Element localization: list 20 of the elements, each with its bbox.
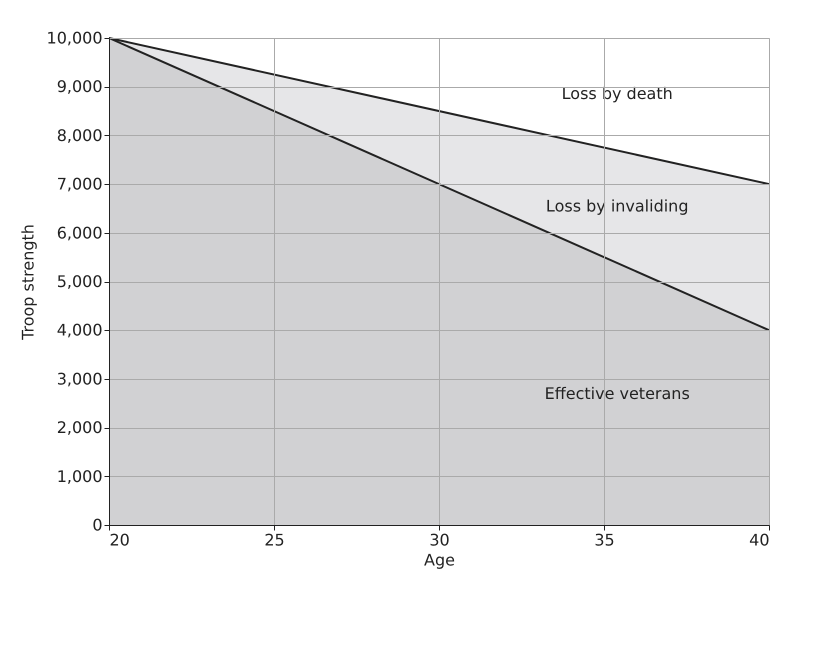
y-tick-label: 5,000 [56,272,102,291]
y-tick-label: 8,000 [56,126,102,145]
y-tick-label: 4,000 [56,320,102,340]
x-tick-label: 35 [594,530,615,550]
y-tick-label: 6,000 [56,223,102,242]
y-tick-label: 10,000 [46,28,102,48]
x-axis-title: Age [424,550,455,570]
x-tick-label: 25 [264,530,285,550]
series-label: Loss by invaliding [546,196,688,216]
y-tick-label: 7,000 [56,174,102,194]
y-tick-label: 0 [92,516,102,534]
y-axis-title: Troop strength [18,224,38,341]
x-tick-label: 30 [429,530,450,550]
x-tick-label: 20 [110,530,130,550]
y-tick-label: 9,000 [56,77,102,96]
y-tick-label: 1,000 [56,466,102,486]
y-tick-label: 3,000 [56,369,102,388]
series-label: Effective veterans [544,384,690,403]
y-tick-label: 2,000 [56,418,102,438]
x-tick-label: 40 [749,530,770,550]
